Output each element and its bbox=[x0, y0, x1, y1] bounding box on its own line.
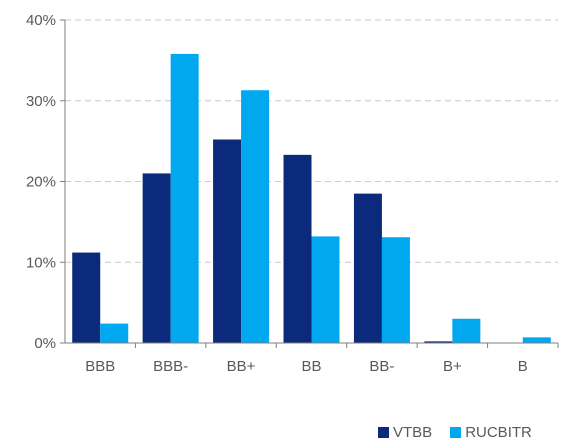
bar-rucbitr-bbplus bbox=[241, 90, 270, 343]
bar-vtbb-bbplus bbox=[213, 139, 242, 343]
y-tick-label: 20% bbox=[26, 174, 56, 191]
bar-vtbb-bbminus bbox=[353, 193, 382, 343]
bars bbox=[72, 53, 551, 343]
x-tick-label: BBB bbox=[85, 358, 115, 375]
x-tick-label: BB+ bbox=[227, 358, 256, 375]
legend-swatch-rucbitr bbox=[450, 427, 462, 438]
x-tick-label: B bbox=[518, 358, 528, 375]
y-tick-label: 30% bbox=[26, 93, 56, 110]
bar-rucbitr-b bbox=[522, 337, 551, 343]
legend-label-vtbb: VTBB bbox=[393, 424, 433, 441]
x-axis: BBB BBB- BB+ BB BB- B+ B bbox=[65, 342, 559, 375]
y-axis: 0% 10% 20% 30% 40% bbox=[26, 12, 66, 352]
legend-item-rucbitr: RUCBITR bbox=[450, 424, 532, 441]
bar-vtbb-bbb bbox=[72, 252, 101, 343]
bar-vtbb-bb bbox=[283, 154, 312, 343]
y-tick-label: 10% bbox=[26, 254, 56, 271]
bar-rucbitr-bbb bbox=[100, 323, 129, 343]
legend-swatch-vtbb bbox=[378, 427, 389, 438]
x-tick-label: B+ bbox=[443, 358, 462, 375]
legend-label-rucbitr: RUCBITR bbox=[465, 424, 532, 441]
y-tick-label: 40% bbox=[26, 12, 56, 29]
legend: VTBB RUCBITR bbox=[378, 424, 532, 441]
x-tick-label: BB bbox=[301, 358, 321, 375]
bar-rucbitr-bbminus bbox=[381, 237, 410, 343]
legend-item-vtbb: VTBB bbox=[378, 424, 432, 441]
bar-rucbitr-bb bbox=[311, 236, 340, 343]
bar-rucbitr-bplus bbox=[452, 318, 481, 343]
x-tick-label: BB- bbox=[369, 358, 394, 375]
bar-vtbb-bplus bbox=[424, 341, 453, 343]
y-tick-label: 0% bbox=[34, 335, 56, 352]
bar-rucbitr-bbbminus bbox=[170, 53, 199, 343]
x-tick-label: BBB- bbox=[153, 358, 188, 375]
bar-vtbb-bbbminus bbox=[142, 173, 171, 343]
